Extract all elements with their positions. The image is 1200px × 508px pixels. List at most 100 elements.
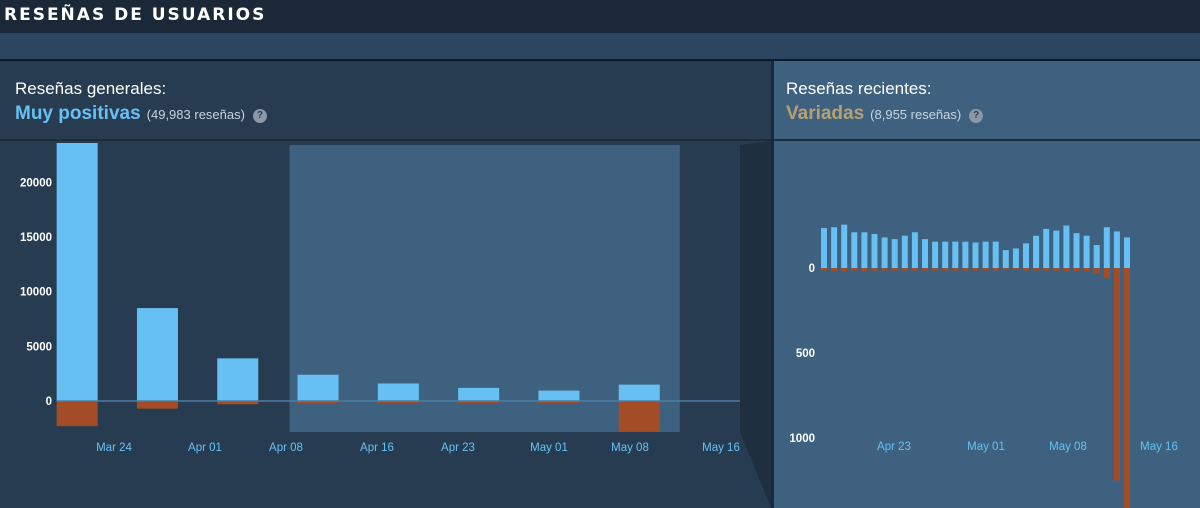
x-tick-label: Mar 24 bbox=[96, 442, 132, 454]
negative-bar[interactable] bbox=[618, 401, 660, 432]
positive-bar[interactable] bbox=[1033, 235, 1040, 268]
overall-reviews-panel: Reseñas generales: Muy positivas (49,983… bbox=[0, 61, 771, 508]
recent-reviews-histogram[interactable]: 0 500 1000 Apr 23 May 01 May 08 May 16 bbox=[774, 141, 1200, 508]
positive-bar[interactable] bbox=[851, 232, 858, 268]
positive-bar[interactable] bbox=[942, 241, 949, 268]
y-tick-label: 0 bbox=[809, 263, 815, 275]
negative-bar[interactable] bbox=[1093, 268, 1100, 274]
zoom-selection-region[interactable] bbox=[289, 145, 680, 432]
x-tick-label: Apr 16 bbox=[360, 442, 394, 454]
negative-bar[interactable] bbox=[1012, 268, 1019, 270]
negative-bar[interactable] bbox=[1103, 268, 1110, 279]
positive-bar[interactable] bbox=[962, 241, 969, 268]
overall-rating[interactable]: Muy positivas bbox=[15, 103, 141, 124]
positive-bar[interactable] bbox=[922, 239, 928, 268]
positive-bar[interactable] bbox=[1002, 250, 1009, 268]
recent-rating[interactable]: Variadas bbox=[786, 103, 865, 124]
negative-bar[interactable] bbox=[538, 401, 580, 403]
negative-bar[interactable] bbox=[962, 268, 969, 271]
x-tick-label: May 01 bbox=[967, 441, 1005, 453]
positive-bar[interactable] bbox=[458, 387, 500, 401]
x-tick-label: Apr 01 bbox=[188, 442, 222, 454]
help-icon[interactable]: ? bbox=[969, 109, 984, 123]
negative-bar[interactable] bbox=[1033, 268, 1040, 271]
help-icon[interactable]: ? bbox=[252, 109, 267, 123]
positive-bar[interactable] bbox=[56, 143, 98, 401]
negative-bar[interactable] bbox=[1002, 268, 1009, 270]
reviews-section-title: RESEÑAS DE USUARIOS bbox=[4, 5, 267, 25]
positive-bar[interactable] bbox=[881, 237, 888, 268]
recent-header-separator bbox=[774, 139, 1200, 141]
negative-bar[interactable] bbox=[942, 268, 949, 271]
negative-bar[interactable] bbox=[458, 401, 500, 403]
positive-bar[interactable] bbox=[1063, 225, 1070, 269]
positive-bar[interactable] bbox=[992, 241, 999, 268]
positive-bar[interactable] bbox=[831, 227, 838, 268]
overall-reviews-histogram[interactable]: 0 5000 10000 15000 20000 Mar 24 Apr 01 Apr 08 Ap… bbox=[0, 141, 771, 508]
positive-bar[interactable] bbox=[841, 224, 848, 268]
negative-bar[interactable] bbox=[1053, 268, 1060, 271]
negative-bar[interactable] bbox=[881, 268, 888, 271]
positive-bar[interactable] bbox=[891, 239, 898, 268]
positive-bar[interactable] bbox=[1083, 235, 1090, 268]
negative-bar[interactable] bbox=[982, 268, 989, 271]
positive-bar[interactable] bbox=[871, 234, 878, 268]
positive-bar[interactable] bbox=[1053, 230, 1060, 268]
negative-bar[interactable] bbox=[1113, 268, 1120, 481]
negative-bar[interactable] bbox=[377, 401, 419, 403]
negative-bar[interactable] bbox=[922, 268, 928, 271]
negative-bar[interactable] bbox=[1073, 268, 1080, 272]
negative-bar[interactable] bbox=[217, 401, 259, 405]
y-tick-label: 20000 bbox=[20, 177, 52, 189]
negative-bar[interactable] bbox=[1043, 268, 1050, 271]
positive-bar[interactable] bbox=[901, 235, 908, 268]
positive-bar[interactable] bbox=[861, 232, 868, 268]
positive-bar[interactable] bbox=[821, 228, 827, 268]
positive-bar[interactable] bbox=[538, 390, 580, 401]
positive-bar[interactable] bbox=[972, 242, 979, 269]
negative-bar[interactable] bbox=[911, 268, 918, 271]
positive-bar[interactable] bbox=[1124, 237, 1130, 268]
negative-bar[interactable] bbox=[952, 268, 959, 271]
negative-bar[interactable] bbox=[891, 268, 898, 271]
positive-bar[interactable] bbox=[1103, 227, 1110, 268]
recent-review-count: (8,955 reseñas) bbox=[870, 107, 962, 122]
positive-bar[interactable] bbox=[1023, 243, 1029, 268]
positive-bar[interactable] bbox=[1043, 228, 1050, 268]
positive-bar[interactable] bbox=[1093, 245, 1100, 268]
negative-bar[interactable] bbox=[56, 401, 98, 427]
positive-bar[interactable] bbox=[297, 374, 339, 401]
negative-bar[interactable] bbox=[871, 268, 878, 271]
negative-bar[interactable] bbox=[992, 268, 999, 271]
negative-bar[interactable] bbox=[861, 268, 868, 272]
positive-bar[interactable] bbox=[982, 241, 989, 268]
negative-bar[interactable] bbox=[136, 401, 178, 409]
positive-bar[interactable] bbox=[1113, 231, 1120, 268]
positive-bar[interactable] bbox=[1073, 233, 1080, 268]
x-tick-label: May 08 bbox=[611, 442, 649, 454]
overall-summary-line: Muy positivas (49,983 reseñas) ? bbox=[15, 103, 267, 125]
positive-bar[interactable] bbox=[377, 383, 419, 401]
positive-bar[interactable] bbox=[136, 308, 178, 401]
negative-bar[interactable] bbox=[1083, 268, 1090, 272]
negative-bar[interactable] bbox=[1124, 268, 1130, 508]
negative-bar[interactable] bbox=[297, 401, 339, 404]
negative-bar[interactable] bbox=[1023, 268, 1029, 271]
negative-bar[interactable] bbox=[851, 268, 858, 271]
negative-bar[interactable] bbox=[841, 268, 848, 272]
negative-bar[interactable] bbox=[972, 268, 979, 271]
overall-review-count: (49,983 reseñas) bbox=[146, 107, 245, 122]
positive-bar[interactable] bbox=[952, 241, 959, 268]
negative-bar[interactable] bbox=[901, 268, 908, 271]
x-tick-label: Apr 23 bbox=[441, 442, 475, 454]
positive-bar[interactable] bbox=[217, 358, 259, 401]
negative-bar[interactable] bbox=[1063, 268, 1070, 272]
recent-reviews-label: Reseñas recientes: bbox=[786, 79, 932, 98]
positive-bar[interactable] bbox=[618, 384, 660, 401]
positive-bar[interactable] bbox=[1012, 248, 1019, 268]
positive-bar[interactable] bbox=[932, 241, 939, 268]
negative-bar[interactable] bbox=[831, 268, 838, 272]
positive-bar[interactable] bbox=[911, 232, 918, 268]
negative-bar[interactable] bbox=[821, 268, 827, 271]
negative-bar[interactable] bbox=[932, 268, 939, 271]
